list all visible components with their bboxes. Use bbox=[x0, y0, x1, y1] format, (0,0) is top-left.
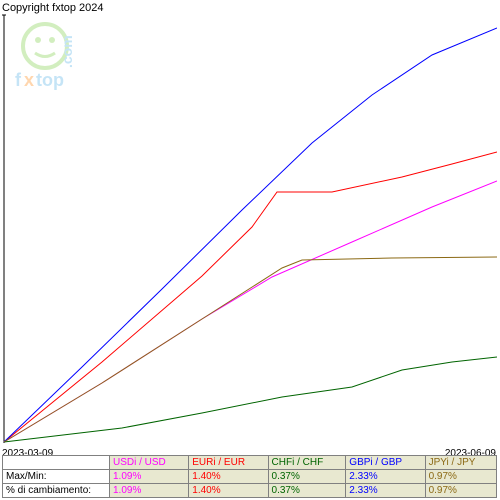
table-cell: 0.37% bbox=[268, 484, 346, 498]
row-label: Max/Min: bbox=[3, 470, 110, 484]
col-header: CHFi / CHF bbox=[268, 456, 346, 470]
col-header: USDi / USD bbox=[110, 456, 189, 470]
table-cell: 0.37% bbox=[268, 470, 346, 484]
series-gbpigbp bbox=[4, 28, 497, 442]
table-cell: 2.33% bbox=[346, 470, 425, 484]
table-cell: 2.33% bbox=[346, 484, 425, 498]
series-jpyijpy bbox=[4, 257, 497, 442]
table-cell: 0.97% bbox=[425, 470, 496, 484]
table-cell: 1.40% bbox=[189, 484, 268, 498]
series-chfichf bbox=[4, 357, 497, 442]
table-cell: 0.97% bbox=[425, 484, 496, 498]
table-cell: 1.09% bbox=[110, 484, 189, 498]
table-cell: 1.40% bbox=[189, 470, 268, 484]
col-header: EURi / EUR bbox=[189, 456, 268, 470]
row-label: % di cambiamento: bbox=[3, 484, 110, 498]
line-chart bbox=[2, 10, 497, 448]
table-corner bbox=[3, 456, 110, 470]
data-table: USDi / USDEURi / EURCHFi / CHFGBPi / GBP… bbox=[2, 455, 497, 498]
table-cell: 1.09% bbox=[110, 470, 189, 484]
col-header: JPYi / JPY bbox=[425, 456, 496, 470]
series-eurieur bbox=[4, 152, 497, 442]
col-header: GBPi / GBP bbox=[346, 456, 425, 470]
